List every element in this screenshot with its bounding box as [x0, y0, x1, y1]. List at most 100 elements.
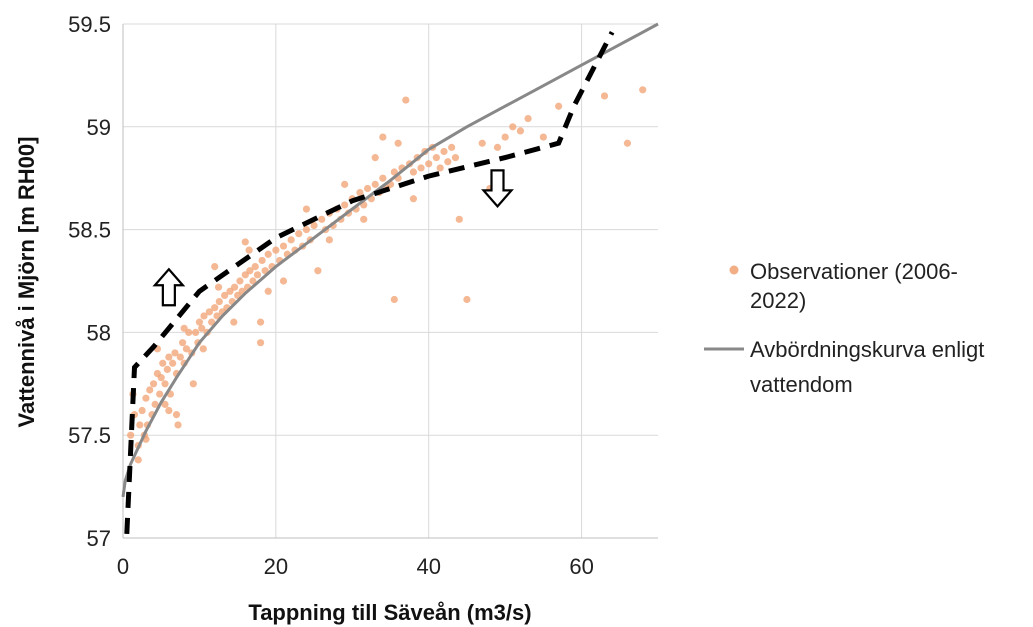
- observation-point: [279, 277, 288, 285]
- observation-point: [176, 353, 184, 361]
- observation-point: [455, 215, 463, 223]
- legend: Observationer (2006- 2022) Avbördningsku…: [704, 259, 984, 397]
- observation-point: [279, 242, 288, 250]
- observation-point: [440, 147, 448, 156]
- x-tick-label: 40: [416, 554, 440, 579]
- observation-point: [516, 127, 525, 135]
- observation-point: [230, 318, 238, 326]
- observation-point: [136, 421, 144, 429]
- x-tick-label: 60: [569, 554, 593, 579]
- observation-point: [165, 353, 173, 361]
- observation-point: [161, 380, 169, 388]
- observation-point: [211, 304, 219, 312]
- observation-point: [241, 271, 249, 279]
- observation-point: [478, 139, 486, 147]
- observation-point: [171, 349, 179, 357]
- observation-point: [185, 328, 193, 336]
- observation-point: [127, 431, 135, 439]
- observation-point: [409, 168, 418, 176]
- observation-point: [272, 246, 280, 254]
- observation-point: [245, 246, 253, 254]
- observation-point: [213, 312, 221, 320]
- observation-point: [310, 221, 318, 230]
- x-axis-title: Tappning till Säveån (m3/s): [248, 600, 531, 625]
- observation-point: [295, 230, 303, 238]
- observation-point: [402, 96, 410, 104]
- observation-point: [302, 205, 311, 213]
- observation-point: [417, 164, 425, 172]
- observation-point: [241, 238, 249, 246]
- observation-point: [214, 283, 223, 291]
- observation-point: [226, 287, 234, 295]
- observation-point: [146, 386, 154, 394]
- observation-point: [192, 328, 200, 336]
- observation-point: [493, 143, 502, 151]
- observation-point: [208, 318, 216, 326]
- observation-point: [142, 394, 150, 402]
- observation-point: [302, 226, 311, 234]
- scatter-series: [127, 86, 647, 464]
- y-axis-title: Vattennivå i Mjörn [m RH00]: [14, 137, 39, 428]
- observation-point: [230, 283, 239, 291]
- observation-point: [325, 236, 333, 244]
- observation-point: [246, 267, 254, 275]
- observation-point: [524, 114, 532, 123]
- observation-point: [149, 380, 158, 388]
- observation-point: [253, 271, 262, 279]
- observation-point: [264, 287, 272, 295]
- observation-point: [432, 154, 440, 162]
- x-tick-label: 20: [264, 554, 288, 579]
- y-tick-label: 58: [87, 320, 111, 345]
- observation-point: [258, 256, 266, 265]
- y-tick-label: 58.5: [68, 218, 111, 243]
- arrow-up-icon: [152, 267, 186, 307]
- observation-point: [314, 267, 322, 275]
- observation-point: [169, 359, 177, 367]
- observation-point: [205, 308, 213, 316]
- annotations: [152, 169, 514, 307]
- observation-point: [159, 359, 167, 367]
- observation-point: [215, 297, 223, 306]
- observation-point: [172, 411, 181, 419]
- observation-point: [371, 154, 379, 162]
- observation-point: [156, 390, 164, 398]
- observation-point: [371, 180, 379, 188]
- observation-point: [256, 318, 265, 326]
- legend-label-curve-line2: vattendom: [750, 372, 853, 397]
- observation-point: [221, 291, 229, 299]
- observation-point: [189, 380, 197, 388]
- observation-point: [165, 406, 173, 415]
- observation-point: [264, 250, 272, 258]
- observation-point: [436, 164, 444, 172]
- legend-marker-observations: [729, 265, 739, 275]
- observation-point: [356, 188, 364, 197]
- observation-point: [180, 324, 188, 332]
- observation-point: [341, 201, 349, 209]
- observation-point: [287, 236, 295, 244]
- observation-point: [501, 133, 509, 141]
- observation-point: [199, 345, 207, 353]
- observation-point: [379, 174, 387, 182]
- arrow-down-icon: [481, 169, 514, 209]
- x-tick-label: 0: [117, 554, 129, 579]
- legend-label-observations-line1: Observationer (2006-: [750, 259, 958, 284]
- observation-point: [555, 102, 563, 110]
- observation-point: [425, 160, 433, 168]
- observation-point: [251, 263, 259, 271]
- observation-point: [363, 184, 372, 193]
- observation-point: [151, 400, 159, 408]
- observation-point: [134, 456, 142, 464]
- observation-point: [174, 421, 182, 429]
- observation-point: [318, 215, 326, 223]
- observation-point: [195, 318, 204, 326]
- observation-point: [539, 133, 547, 141]
- observation-point: [163, 365, 171, 374]
- discharge-curve-line: [121, 22, 659, 498]
- observation-point: [463, 295, 471, 304]
- observation-point: [236, 277, 244, 285]
- observation-point: [161, 400, 169, 408]
- legend-label-curve-line1: Avbördningskurva enligt: [750, 337, 984, 362]
- axes: [122, 24, 658, 539]
- observation-point: [182, 345, 191, 353]
